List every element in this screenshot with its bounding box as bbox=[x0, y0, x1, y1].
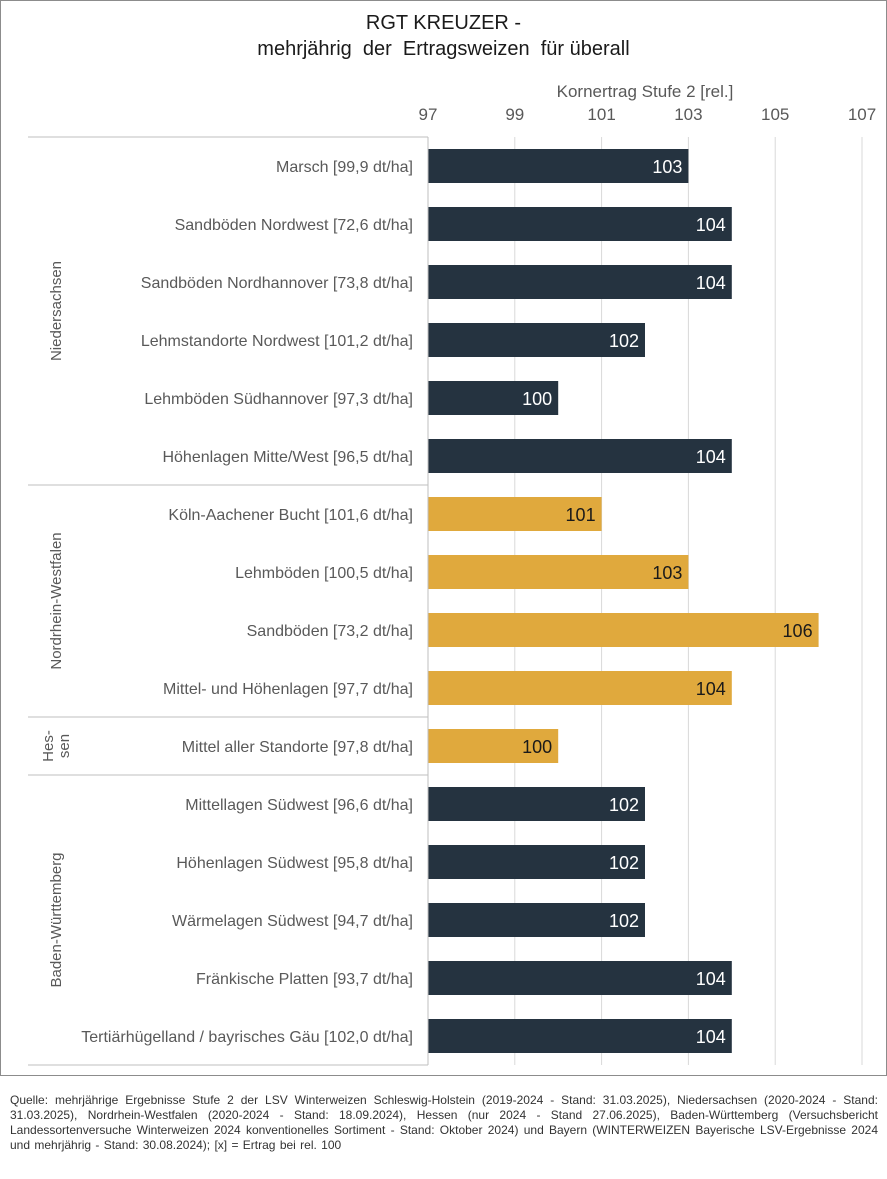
category-label-4: Lehmböden Südhannover [97,3 dt/ha] bbox=[144, 391, 413, 408]
bar-8 bbox=[428, 613, 819, 647]
bar-1 bbox=[428, 207, 732, 241]
category-label-12: Höhenlagen Südwest [95,8 dt/ha] bbox=[176, 855, 413, 872]
bar-value-label-1: 104 bbox=[696, 215, 726, 235]
category-label-9: Mittel- und Höhenlagen [97,7 dt/ha] bbox=[163, 681, 413, 698]
group-label-niedersachsen: Niedersachsen bbox=[48, 261, 65, 361]
bar-14 bbox=[428, 961, 732, 995]
group-label-nordrhein-westfalen: Nordrhein-Westfalen bbox=[48, 532, 65, 669]
bar-value-label-3: 102 bbox=[609, 331, 639, 351]
bar-value-label-12: 102 bbox=[609, 853, 639, 873]
bar-9 bbox=[428, 671, 732, 705]
bar-2 bbox=[428, 265, 732, 299]
bar-15 bbox=[428, 1019, 732, 1053]
group-label-hessen-0: Hes- bbox=[40, 730, 57, 762]
category-label-7: Lehmböden [100,5 dt/ha] bbox=[235, 565, 413, 582]
category-label-0: Marsch [99,9 dt/ha] bbox=[276, 159, 413, 176]
bar-value-label-8: 106 bbox=[783, 621, 813, 641]
bar-value-label-15: 104 bbox=[696, 1027, 726, 1047]
x-tick-label-97: 97 bbox=[419, 105, 438, 124]
bar-0 bbox=[428, 149, 689, 183]
x-tick-label-99: 99 bbox=[505, 105, 524, 124]
bar-value-label-6: 101 bbox=[566, 505, 596, 525]
category-label-5: Höhenlagen Mitte/West [96,5 dt/ha] bbox=[162, 449, 413, 466]
bar-4 bbox=[428, 381, 559, 415]
bar-7 bbox=[428, 555, 689, 589]
category-label-8: Sandböden [73,2 dt/ha] bbox=[247, 623, 413, 640]
category-label-10: Mittel aller Standorte [97,8 dt/ha] bbox=[182, 739, 413, 756]
group-label-baden-w-rttemberg: Baden-Württemberg bbox=[48, 852, 65, 987]
bar-value-label-11: 102 bbox=[609, 795, 639, 815]
bar-value-label-0: 103 bbox=[652, 157, 682, 177]
category-label-11: Mittellagen Südwest [96,6 dt/ha] bbox=[185, 797, 413, 814]
category-label-13: Wärmelagen Südwest [94,7 dt/ha] bbox=[172, 913, 413, 930]
chart-title-line-1: RGT KREUZER - bbox=[365, 12, 522, 34]
bar-11 bbox=[428, 787, 645, 821]
category-label-15: Tertiärhügelland / bayrisches Gäu [102,0… bbox=[81, 1029, 413, 1046]
bar-value-label-14: 104 bbox=[696, 969, 726, 989]
group-label-hessen-1: sen bbox=[56, 734, 73, 758]
bar-value-label-9: 104 bbox=[696, 679, 726, 699]
x-axis-label: Kornertrag Stufe 2 [rel.] bbox=[557, 82, 734, 101]
bar-13 bbox=[428, 903, 645, 937]
source-footnote: Quelle: mehrjährige Ergebnisse Stufe 2 d… bbox=[10, 1093, 878, 1152]
bar-6 bbox=[428, 497, 602, 531]
category-label-2: Sandböden Nordhannover [73,8 dt/ha] bbox=[141, 275, 413, 292]
x-tick-label-103: 103 bbox=[674, 105, 702, 124]
bar-value-label-4: 100 bbox=[522, 389, 552, 409]
category-label-3: Lehmstandorte Nordwest [101,2 dt/ha] bbox=[141, 333, 413, 350]
bar-12 bbox=[428, 845, 645, 879]
category-label-6: Köln-Aachener Bucht [101,6 dt/ha] bbox=[168, 507, 413, 524]
bar-value-label-13: 102 bbox=[609, 911, 639, 931]
x-tick-label-105: 105 bbox=[761, 105, 789, 124]
x-tick-label-101: 101 bbox=[587, 105, 615, 124]
chart-title-line-2: mehrjährig der Ertragsweizen für überall bbox=[257, 38, 630, 60]
bar-value-label-2: 104 bbox=[696, 273, 726, 293]
bar-10 bbox=[428, 729, 559, 763]
bar-chart: Kornertrag Stufe 2 [rel.] 97 99 101 103 105 10… bbox=[28, 82, 876, 1066]
bar-3 bbox=[428, 323, 645, 357]
bar-value-label-7: 103 bbox=[652, 563, 682, 583]
bar-value-label-10: 100 bbox=[522, 737, 552, 757]
bar-value-label-5: 104 bbox=[696, 447, 726, 467]
category-label-1: Sandböden Nordwest [72,6 dt/ha] bbox=[175, 217, 413, 234]
x-tick-label-107: 107 bbox=[848, 105, 876, 124]
category-label-14: Fränkische Platten [93,7 dt/ha] bbox=[196, 971, 413, 988]
bar-5 bbox=[428, 439, 732, 473]
